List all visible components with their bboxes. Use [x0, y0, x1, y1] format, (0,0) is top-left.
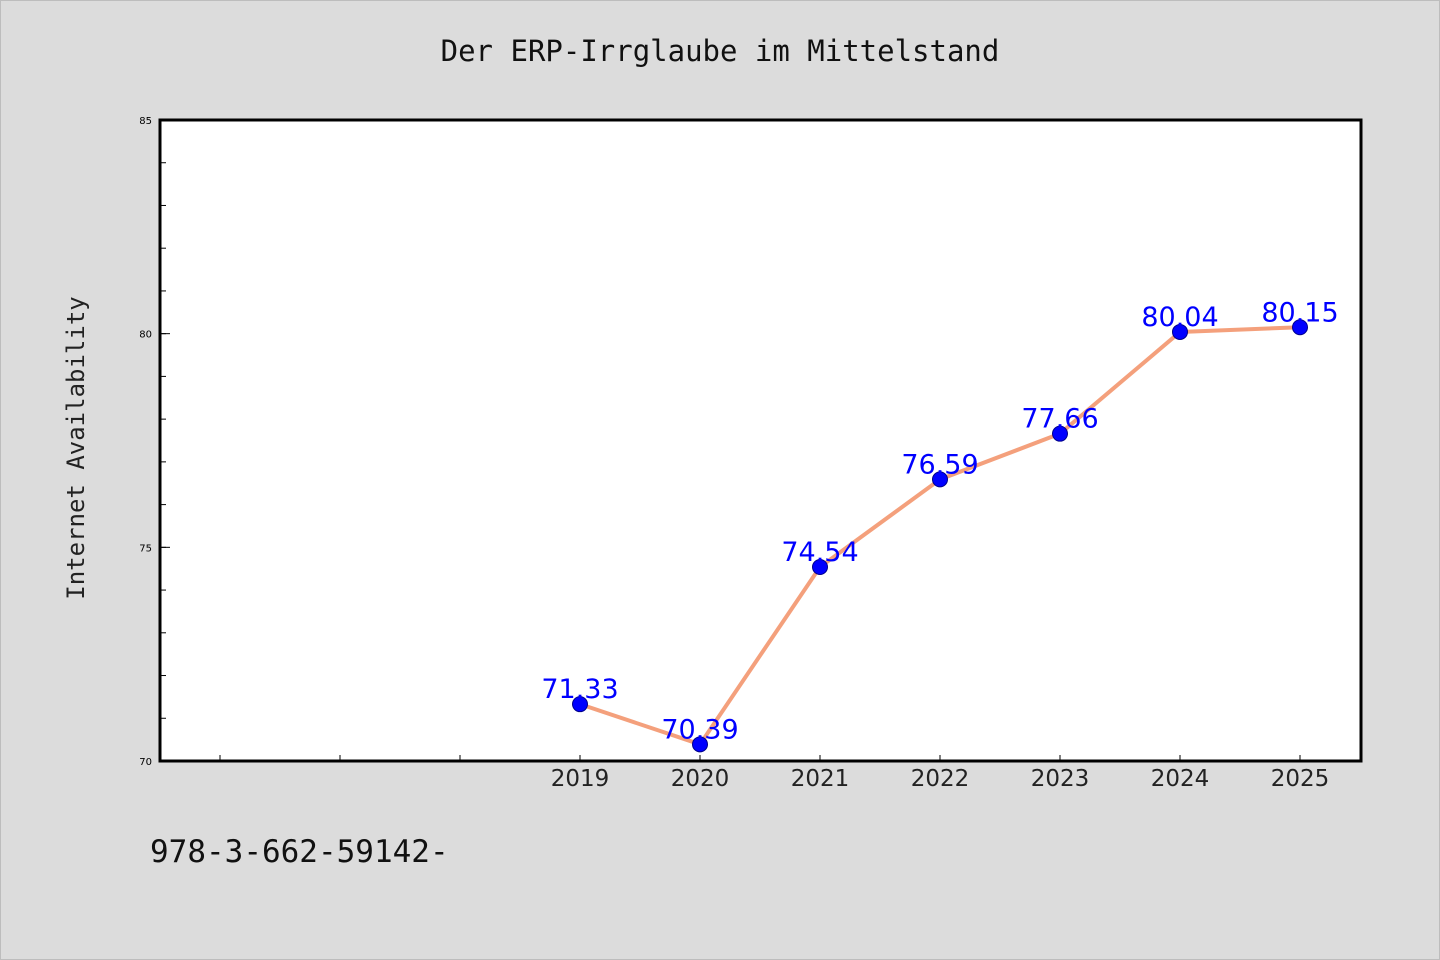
footer-text: 978-3-662-59142-: [150, 834, 449, 870]
data-point: [812, 558, 828, 575]
y-tick-label: 85: [139, 116, 152, 127]
data-point: [1172, 323, 1188, 340]
chart-title: Der ERP-Irrglaube im Mittelstand: [440, 34, 1000, 68]
data-label: 74.54: [781, 537, 858, 568]
x-tick-label: 2022: [911, 766, 970, 792]
x-tick-label: 2019: [551, 766, 610, 792]
plot-area: [160, 120, 1361, 761]
y-tick-label: 80: [139, 330, 152, 341]
y-tick-label: 70: [139, 757, 152, 768]
x-tick-label: 2021: [791, 766, 850, 792]
data-point: [932, 471, 948, 488]
data-label: 80.15: [1261, 297, 1338, 328]
data-label: 77.66: [1021, 404, 1098, 435]
data-point: [1052, 425, 1068, 442]
data-point: [572, 696, 588, 713]
data-label: 70.39: [661, 714, 738, 745]
y-tick-label: 75: [139, 543, 152, 554]
data-label: 71.33: [541, 674, 618, 705]
plot-border: [158, 118, 1363, 763]
x-tick-label: 2025: [1271, 766, 1330, 792]
data-point: [1292, 319, 1308, 336]
x-tick-label: 2024: [1151, 766, 1210, 792]
data-label: 76.59: [901, 449, 978, 480]
data-point: [692, 736, 708, 753]
data-label: 80.04: [1141, 302, 1218, 333]
x-tick-label: 2023: [1031, 766, 1090, 792]
x-tick-label: 2020: [671, 766, 730, 792]
